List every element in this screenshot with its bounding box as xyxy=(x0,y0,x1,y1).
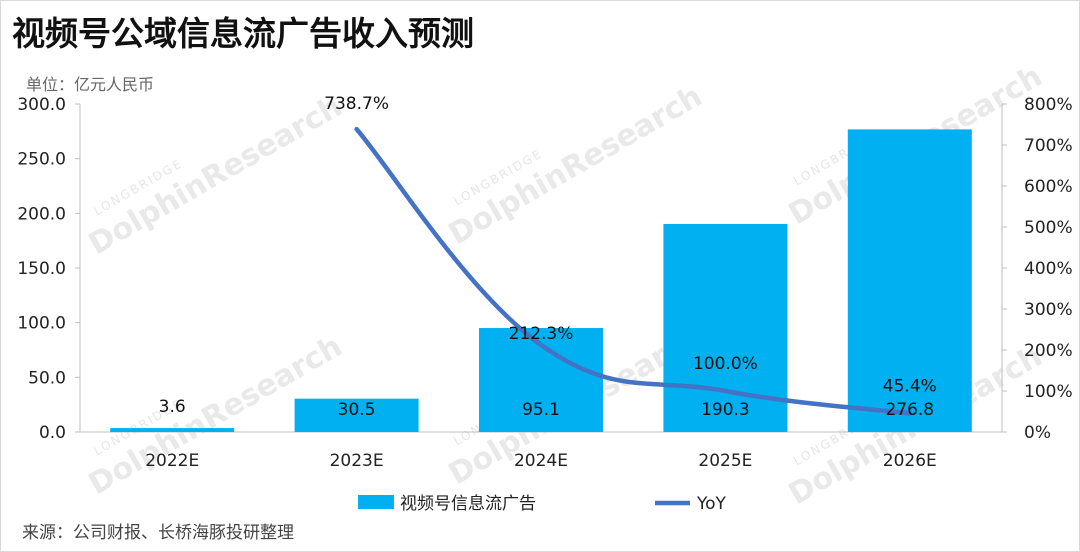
left-tick-label: 300.0 xyxy=(17,95,66,115)
x-tick-label: 2024E xyxy=(514,451,568,471)
x-tick-label: 2022E xyxy=(145,451,199,471)
yoy-line xyxy=(354,126,913,416)
yoy-data-label: 212.3% xyxy=(509,324,574,344)
yoy-data-label: 45.4% xyxy=(883,376,937,396)
right-tick-label: 0% xyxy=(1024,423,1051,443)
legend-bar-swatch xyxy=(358,495,394,509)
left-tick-label: 100.0 xyxy=(17,314,66,334)
legend-line-label: YoY xyxy=(696,494,727,514)
right-tick-label: 700% xyxy=(1024,136,1073,156)
right-tick-label: 100% xyxy=(1024,382,1073,402)
yoy-data-label: 100.0% xyxy=(693,354,758,374)
x-tick-label: 2023E xyxy=(330,451,384,471)
left-tick-label: 200.0 xyxy=(17,204,66,224)
bar-data-label: 30.5 xyxy=(338,400,376,420)
bar-data-label: 95.1 xyxy=(522,400,560,420)
left-tick-label: 0.0 xyxy=(39,423,66,443)
bar-data-label: 190.3 xyxy=(701,400,750,420)
bar xyxy=(294,398,419,432)
source-label: 来源：公司财报、长桥海豚投研整理 xyxy=(22,523,294,543)
watermark-brand: DolphinResearch xyxy=(83,89,348,262)
left-tick-label: 150.0 xyxy=(17,259,66,279)
bar-data-label: 3.6 xyxy=(159,397,186,417)
bar xyxy=(110,428,235,432)
bar xyxy=(847,129,972,432)
right-tick-label: 800% xyxy=(1024,95,1073,115)
yoy-data-label: 738.7% xyxy=(324,94,389,114)
right-tick-label: 300% xyxy=(1024,300,1073,320)
right-tick-label: 200% xyxy=(1024,341,1073,361)
x-tick-label: 2025E xyxy=(698,451,752,471)
unit-label: 单位：亿元人民币 xyxy=(26,75,155,94)
chart-title: 视频号公域信息流广告收入预测 xyxy=(12,14,474,53)
left-tick-label: 250.0 xyxy=(17,150,66,170)
legend-bar-label: 视频号信息流广告 xyxy=(400,494,536,514)
x-tick-label: 2026E xyxy=(883,451,937,471)
right-tick-label: 600% xyxy=(1024,177,1073,197)
left-tick-label: 50.0 xyxy=(28,368,66,388)
bar-data-label: 276.8 xyxy=(885,400,934,420)
right-tick-label: 400% xyxy=(1024,259,1073,279)
right-tick-label: 500% xyxy=(1024,218,1073,238)
